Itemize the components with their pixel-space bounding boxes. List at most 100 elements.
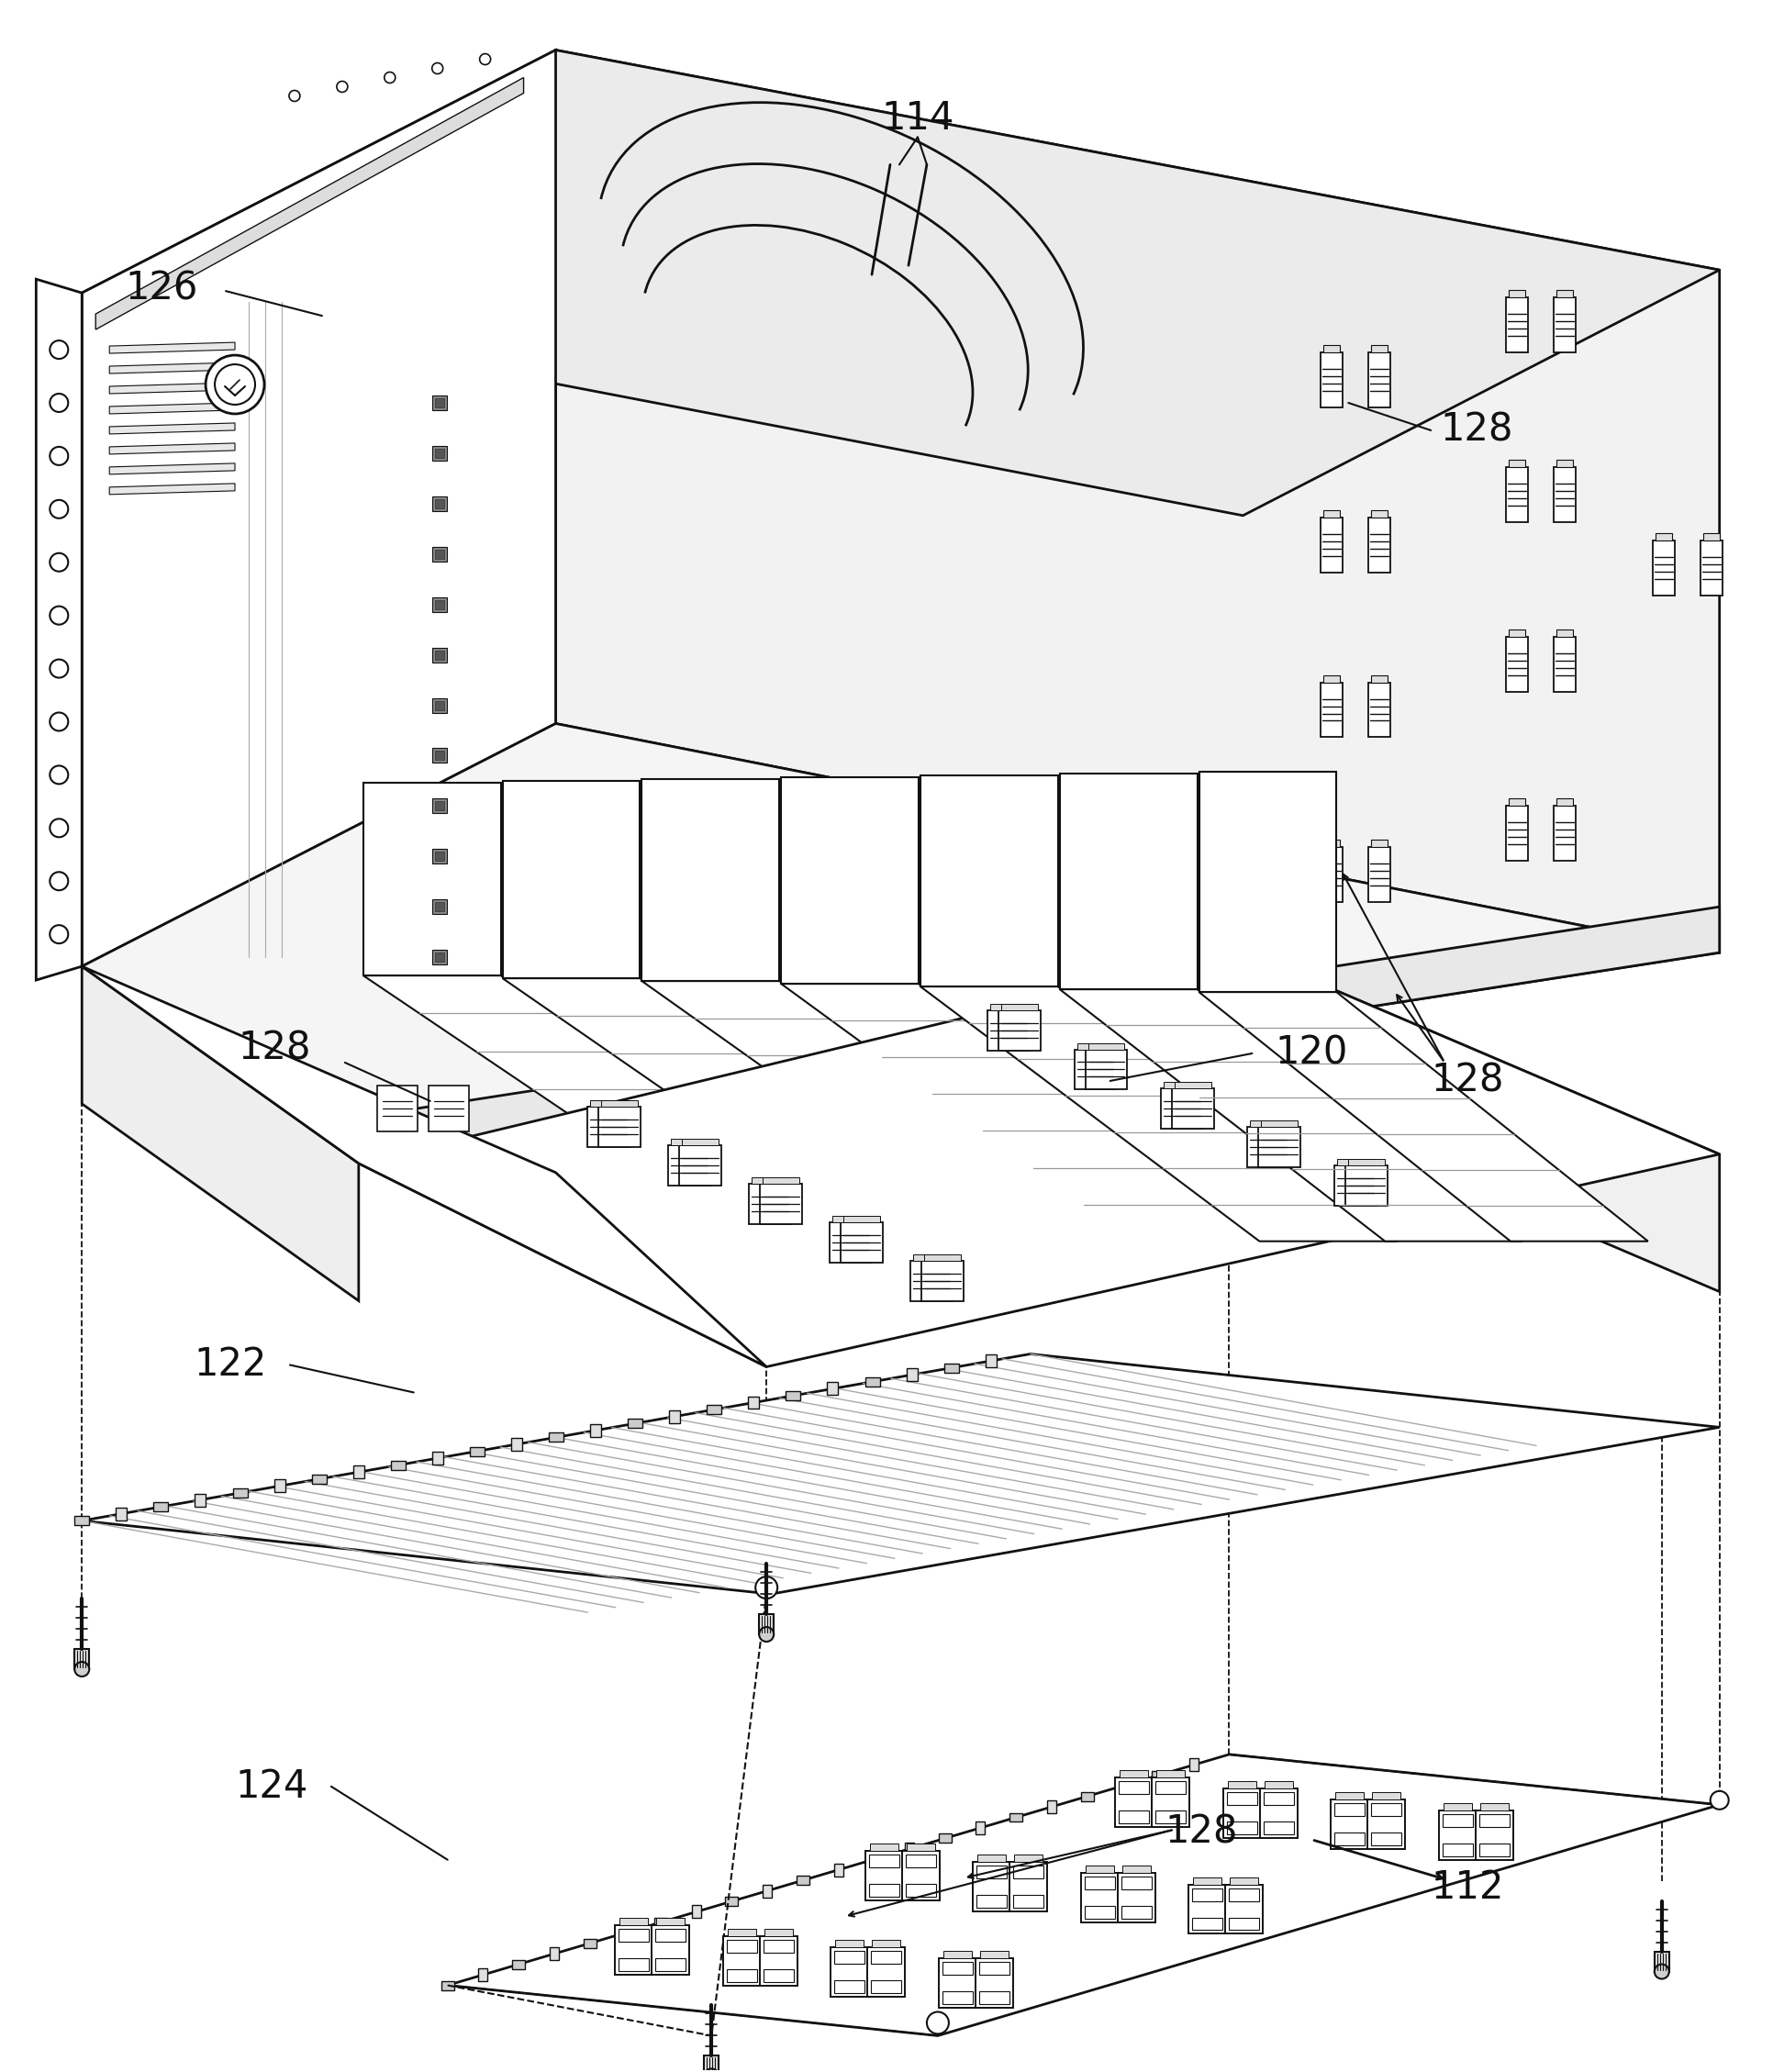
Polygon shape: [1154, 1811, 1184, 1823]
Polygon shape: [865, 1850, 902, 1900]
Polygon shape: [681, 1140, 718, 1146]
Polygon shape: [1333, 1803, 1363, 1815]
Polygon shape: [583, 1939, 596, 1948]
Polygon shape: [869, 1883, 899, 1898]
Polygon shape: [1009, 1863, 1046, 1912]
Polygon shape: [434, 953, 443, 961]
Polygon shape: [762, 1939, 793, 1952]
Polygon shape: [1076, 1042, 1113, 1048]
Circle shape: [755, 1577, 777, 1600]
Polygon shape: [973, 1863, 1011, 1912]
Polygon shape: [759, 1183, 801, 1225]
Polygon shape: [1117, 1780, 1126, 1792]
Polygon shape: [727, 1968, 757, 1983]
Polygon shape: [1367, 352, 1390, 408]
Polygon shape: [1257, 1127, 1300, 1167]
Polygon shape: [1509, 798, 1525, 806]
Polygon shape: [433, 497, 447, 512]
Polygon shape: [1699, 541, 1722, 595]
Polygon shape: [82, 1353, 1718, 1593]
Polygon shape: [668, 1411, 679, 1423]
Polygon shape: [434, 599, 443, 609]
Polygon shape: [865, 1378, 879, 1386]
Circle shape: [50, 607, 67, 624]
Polygon shape: [1505, 466, 1527, 522]
Polygon shape: [587, 1106, 629, 1146]
Polygon shape: [1321, 682, 1342, 738]
Text: 126: 126: [126, 269, 199, 307]
Polygon shape: [979, 1962, 1009, 1975]
Polygon shape: [1199, 992, 1647, 1241]
Circle shape: [50, 767, 67, 783]
Polygon shape: [869, 1854, 899, 1867]
Polygon shape: [1156, 1769, 1184, 1778]
Circle shape: [50, 553, 67, 572]
Polygon shape: [920, 775, 1057, 986]
Polygon shape: [1229, 1917, 1259, 1931]
Polygon shape: [1163, 1082, 1200, 1088]
Polygon shape: [975, 1821, 984, 1834]
Polygon shape: [1174, 1082, 1211, 1088]
Polygon shape: [195, 1494, 206, 1506]
Polygon shape: [1191, 1888, 1222, 1900]
Polygon shape: [1172, 1088, 1213, 1129]
Polygon shape: [979, 1952, 1007, 1958]
Polygon shape: [1702, 533, 1718, 541]
Polygon shape: [1151, 1778, 1190, 1828]
Polygon shape: [780, 777, 918, 984]
Circle shape: [1654, 1964, 1668, 1979]
Polygon shape: [1085, 1048, 1128, 1090]
Polygon shape: [1046, 1801, 1055, 1813]
Polygon shape: [1371, 1803, 1401, 1815]
Polygon shape: [1441, 1844, 1472, 1857]
Polygon shape: [434, 901, 443, 912]
Polygon shape: [668, 1146, 709, 1185]
Polygon shape: [1330, 1798, 1367, 1848]
Polygon shape: [654, 1919, 667, 1927]
Polygon shape: [358, 951, 1718, 1368]
Polygon shape: [619, 1958, 649, 1970]
Polygon shape: [1074, 1048, 1115, 1090]
Circle shape: [433, 62, 443, 75]
Polygon shape: [1085, 1867, 1113, 1873]
Polygon shape: [1121, 1906, 1151, 1919]
Polygon shape: [1505, 636, 1527, 692]
Polygon shape: [1119, 1769, 1147, 1778]
Polygon shape: [826, 1382, 839, 1394]
Polygon shape: [433, 1452, 443, 1465]
Polygon shape: [434, 852, 443, 862]
Polygon shape: [901, 1850, 940, 1900]
Polygon shape: [1012, 1896, 1043, 1908]
Polygon shape: [869, 1844, 897, 1850]
Polygon shape: [433, 597, 447, 611]
Polygon shape: [1193, 1877, 1222, 1883]
Polygon shape: [706, 1405, 722, 1413]
Circle shape: [385, 73, 395, 83]
Polygon shape: [1371, 1832, 1401, 1846]
Polygon shape: [1121, 1877, 1151, 1890]
Polygon shape: [35, 280, 82, 980]
Polygon shape: [1367, 518, 1390, 572]
Polygon shape: [441, 1981, 454, 1989]
Polygon shape: [1344, 1164, 1386, 1206]
Polygon shape: [867, 1854, 879, 1865]
Polygon shape: [1250, 1121, 1285, 1127]
Polygon shape: [1555, 460, 1573, 466]
Polygon shape: [833, 1952, 863, 1964]
Polygon shape: [1261, 1121, 1298, 1127]
Polygon shape: [1009, 1813, 1021, 1821]
Polygon shape: [1509, 630, 1525, 636]
Polygon shape: [872, 1939, 901, 1948]
Polygon shape: [989, 1005, 1027, 1011]
Polygon shape: [615, 1925, 652, 1975]
Polygon shape: [621, 1927, 629, 1939]
Polygon shape: [1371, 346, 1386, 352]
Polygon shape: [938, 1958, 975, 2008]
Polygon shape: [1652, 541, 1674, 595]
Polygon shape: [590, 1423, 601, 1436]
Polygon shape: [1505, 298, 1527, 352]
Polygon shape: [752, 1177, 787, 1183]
Polygon shape: [1335, 1792, 1363, 1798]
Polygon shape: [433, 445, 447, 460]
Polygon shape: [82, 966, 766, 1368]
